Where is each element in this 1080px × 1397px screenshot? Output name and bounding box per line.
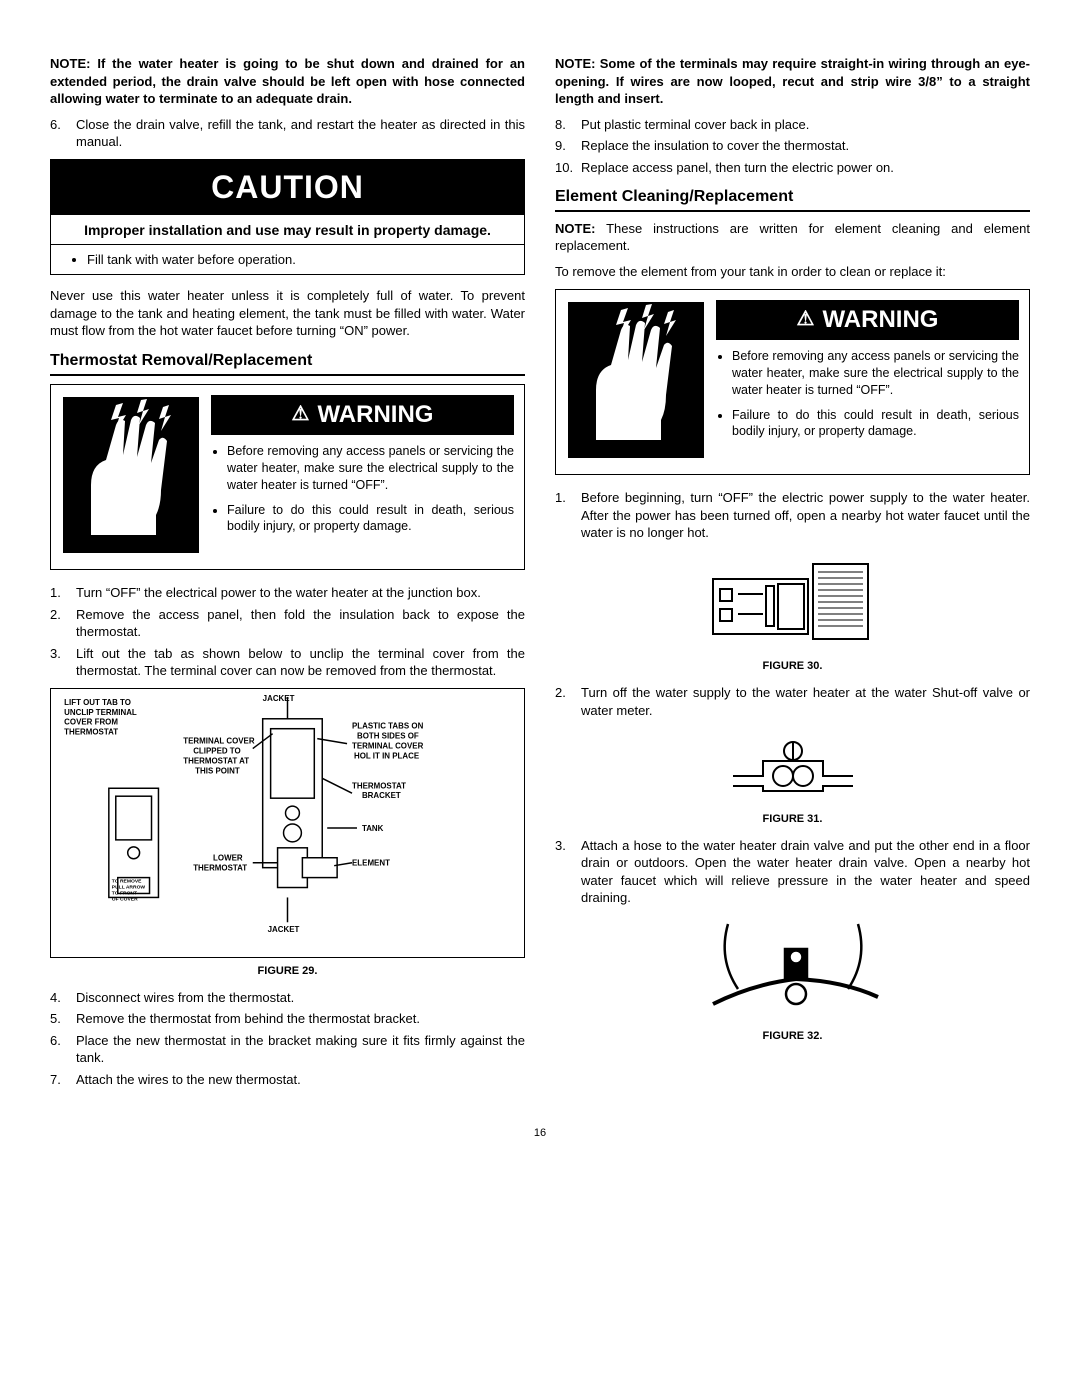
figure-31-caption: FIGURE 31. [555,812,1030,827]
note3: NOTE: These instructions are written for… [555,220,1030,255]
thermo-step-7: 7.Attach the wires to the new thermostat… [50,1071,525,1089]
after-caution-para: Never use this water heater unless it is… [50,287,525,340]
elem-step-1: 1.Before beginning, turn “OFF” the elect… [555,489,1030,542]
svg-text:JACKET: JACKET [268,925,300,934]
figure-29: LIFT OUT TAB TOUNCLIP TERMINALCOVER FROM… [50,688,525,958]
svg-text:TANK: TANK [362,824,384,833]
caution-box: CAUTION Improper installation and use ma… [50,159,525,276]
page-number: 16 [50,1126,1030,1141]
heading-thermostat: Thermostat Removal/Replacement [50,350,525,376]
warning-left-b2: Failure to do this could result in death… [227,502,514,536]
warning-left-b1: Before removing any access panels or ser… [227,443,514,494]
note-terminals: NOTE: Some of the terminals may require … [555,55,1030,108]
svg-text:PLASTIC TABS ONBOTH SIDES OFTE: PLASTIC TABS ONBOTH SIDES OFTERMINAL COV… [352,722,424,761]
warning-right-b1: Before removing any access panels or ser… [732,348,1019,399]
warning-title-right-text: WARNING [822,304,938,336]
svg-text:LIFT OUT TAB TOUNCLIP TERMINAL: LIFT OUT TAB TOUNCLIP TERMINALCOVER FROM… [64,698,137,737]
note-shutdown: NOTE: If the water heater is going to be… [50,55,525,108]
warning-right-b2: Failure to do this could result in death… [732,407,1019,441]
thermo-step-3: 3.Lift out the tab as shown below to unc… [50,645,525,680]
thermo-step-6: 6.Place the new thermostat in the bracke… [50,1032,525,1067]
figure-31 [555,731,1030,806]
thermo-step-4: 4.Disconnect wires from the thermostat. [50,989,525,1007]
thermo-step-5: 5.Remove the thermostat from behind the … [50,1010,525,1028]
caution-sub: Improper installation and use may result… [51,215,524,245]
svg-text:TO REMOVEPULL ARROWTO FRONTOF: TO REMOVEPULL ARROWTO FRONTOF COVER [112,878,146,902]
para-remove: To remove the element from your tank in … [555,263,1030,281]
thermo-step-2: 2.Remove the access panel, then fold the… [50,606,525,641]
right-step-8: 8.Put plastic terminal cover back in pla… [555,116,1030,134]
warning-triangle-icon: ⚠ [292,401,310,428]
figure-29-caption: FIGURE 29. [50,964,525,979]
svg-text:THERMOSTATBRACKET: THERMOSTATBRACKET [352,781,406,800]
warning-title-left: ⚠ WARNING [211,395,514,435]
caution-title: CAUTION [51,160,524,215]
svg-text:ELEMENT: ELEMENT [352,859,390,868]
left-step-6-text: Close the drain valve, refill the tank, … [76,116,525,151]
warning-title-right: ⚠ WARNING [716,300,1019,340]
heading-element: Element Cleaning/Replacement [555,186,1030,212]
warning-triangle-icon: ⚠ [797,306,815,333]
warning-title-left-text: WARNING [317,399,433,431]
figure-30 [555,554,1030,654]
figure-32 [555,919,1030,1024]
shock-hand-icon [566,300,706,465]
fig29-jacket-top: JACKET [263,694,295,703]
caution-bullet: Fill tank with water before operation. [87,251,504,269]
figure-30-caption: FIGURE 30. [555,659,1030,674]
elem-step-2: 2.Turn off the water supply to the water… [555,684,1030,719]
caution-body: Fill tank with water before operation. [51,245,524,275]
left-step-6: 6. Close the drain valve, refill the tan… [50,116,525,151]
right-step-9: 9.Replace the insulation to cover the th… [555,137,1030,155]
svg-text:TERMINAL COVERCLIPPED TOTHERMO: TERMINAL COVERCLIPPED TOTHERMOSTAT ATTHI… [183,736,255,775]
thermo-step-1: 1.Turn “OFF” the electrical power to the… [50,584,525,602]
shock-hand-icon [61,395,201,560]
elem-step-3: 3.Attach a hose to the water heater drai… [555,837,1030,907]
warning-box-right: ⚠ WARNING Before removing any access pan… [555,289,1030,476]
figure-32-caption: FIGURE 32. [555,1029,1030,1044]
svg-text:LOWERTHERMOSTAT: LOWERTHERMOSTAT [193,854,247,873]
right-step-10: 10.Replace access panel, then turn the e… [555,159,1030,177]
warning-box-left: ⚠ WARNING Before removing any access pan… [50,384,525,571]
